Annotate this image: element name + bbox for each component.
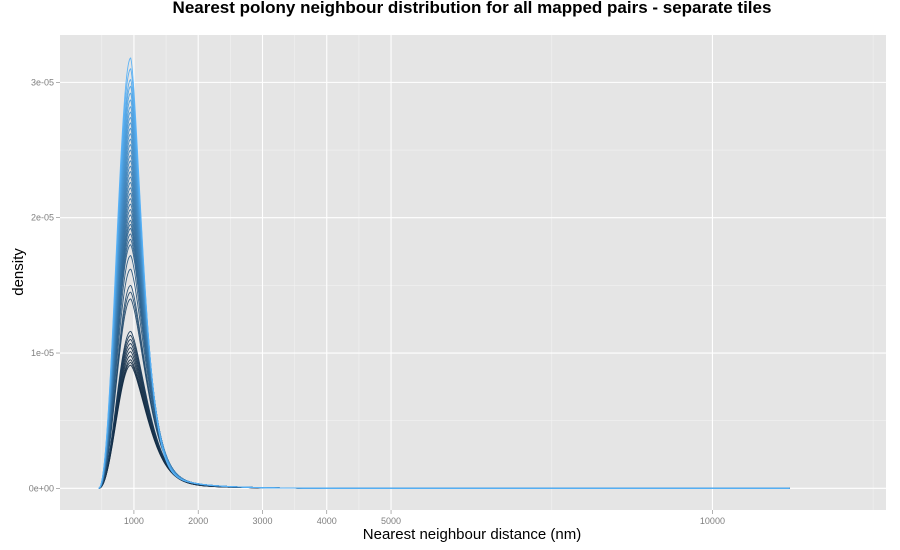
y-tick-label: 2e-05 bbox=[31, 213, 54, 223]
y-tick-label: 0e+00 bbox=[29, 483, 54, 493]
x-tick-label: 10000 bbox=[700, 516, 725, 526]
minor-gridlines bbox=[60, 35, 886, 510]
y-axis-title: density bbox=[10, 248, 27, 296]
plot-panel bbox=[60, 35, 886, 510]
x-tick-label: 2000 bbox=[188, 516, 208, 526]
y-tick-label: 3e-05 bbox=[31, 77, 54, 87]
chart-title: Nearest polony neighbour distribution fo… bbox=[173, 0, 772, 17]
density-series-line bbox=[98, 57, 790, 489]
x-axis-title: Nearest neighbour distance (nm) bbox=[363, 526, 581, 543]
x-tick-label: 3000 bbox=[252, 516, 272, 526]
y-tick-label: 1e-05 bbox=[31, 348, 54, 358]
density-curves bbox=[98, 57, 790, 489]
axis-ticks: 1000 2000 3000 4000 5000 10000 0e+00 1e-05 2e-05… bbox=[29, 77, 725, 526]
x-tick-label: 5000 bbox=[381, 516, 401, 526]
x-tick-label: 1000 bbox=[124, 516, 144, 526]
x-tick-label: 4000 bbox=[317, 516, 337, 526]
